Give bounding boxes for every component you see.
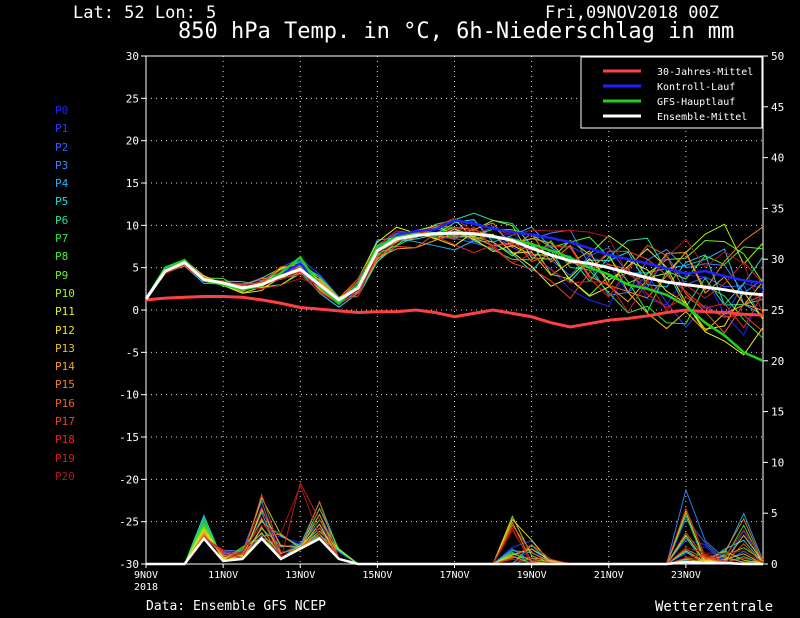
member-label-p12: P12 bbox=[55, 323, 75, 337]
ensemble-member-list: P0 P1 P2 P3 P4 P5 P6 P7 P8 P9 P10 P11 P12 P13 P14 P15 P1… bbox=[55, 102, 75, 486]
plot-frame bbox=[145, 55, 764, 565]
data-source-label: Data: Ensemble GFS NCEP bbox=[146, 599, 327, 614]
member-label-p6: P6 bbox=[55, 213, 69, 227]
right-tick-label: 10 bbox=[771, 456, 784, 469]
x-tick-label: 13NOV bbox=[285, 570, 315, 581]
x-tick-label: 23NOV bbox=[671, 570, 701, 581]
member-label-p18: P18 bbox=[55, 433, 75, 447]
member-line-p10 bbox=[145, 219, 764, 300]
left-tick-label: 0 bbox=[132, 304, 139, 317]
x-tick-label: 15NOV bbox=[362, 570, 392, 581]
right-tick-label: 15 bbox=[771, 406, 784, 419]
member-label-p4: P4 bbox=[55, 177, 69, 191]
left-tick-label: 20 bbox=[126, 135, 139, 148]
member-label-p16: P16 bbox=[55, 396, 75, 410]
right-tick-label: 50 bbox=[771, 50, 784, 63]
x-tick-label: 17NOV bbox=[439, 570, 469, 581]
right-tick-label: 0 bbox=[771, 558, 778, 571]
right-tick-label: 35 bbox=[771, 202, 784, 215]
run-date-label: Fri,09NOV2018 00Z bbox=[545, 3, 719, 23]
member-label-p5: P5 bbox=[55, 195, 69, 209]
right-tick-label: 20 bbox=[771, 355, 784, 368]
left-tick-label: 15 bbox=[126, 177, 139, 190]
left-tick-label: -20 bbox=[119, 473, 139, 486]
x-tick-label: 11NOV bbox=[208, 570, 238, 581]
precip-mean-line bbox=[146, 536, 763, 566]
member-label-p19: P19 bbox=[55, 451, 75, 465]
member-line-p19 bbox=[145, 217, 764, 313]
member-label-p14: P14 bbox=[55, 360, 75, 374]
series-line-climate bbox=[145, 294, 764, 329]
member-label-p7: P7 bbox=[55, 232, 69, 246]
grid bbox=[146, 56, 763, 564]
left-tick-label: -15 bbox=[119, 431, 139, 444]
member-label-p3: P3 bbox=[55, 158, 69, 172]
member-label-p10: P10 bbox=[55, 286, 75, 300]
location-label: Lat: 52 Lon: 5 bbox=[73, 3, 217, 23]
x-tick-label: 19NOV bbox=[517, 570, 547, 581]
right-tick-label: 25 bbox=[771, 304, 784, 317]
right-tick-label: 5 bbox=[771, 507, 778, 520]
left-tick-label: -25 bbox=[119, 516, 139, 529]
member-label-p1: P1 bbox=[55, 122, 69, 136]
left-tick-label: 5 bbox=[132, 262, 139, 275]
x-year-label: 2018 bbox=[134, 582, 158, 593]
left-tick-label: 10 bbox=[126, 219, 139, 232]
left-tick-label: 30 bbox=[126, 50, 139, 63]
member-label-p15: P15 bbox=[55, 378, 75, 392]
legend-label: 30-Jahres-Mittel bbox=[657, 67, 753, 78]
chart-title: 850 hPa Temp. in °C, 6h-Niederschlag in … bbox=[178, 19, 735, 44]
brand-label: Wetterzentrale bbox=[655, 599, 774, 615]
legend-label: GFS-Hauptlauf bbox=[657, 97, 735, 108]
legend: 30-Jahres-Mittel Kontroll-Lauf GFS-Hauptla… bbox=[580, 56, 763, 129]
member-label-p0: P0 bbox=[55, 104, 69, 117]
right-tick-label: 45 bbox=[771, 101, 784, 114]
series-line-mean bbox=[144, 231, 764, 302]
member-label-p20: P20 bbox=[55, 469, 75, 483]
temperature-series bbox=[144, 212, 764, 362]
legend-label: Ensemble-Mittel bbox=[657, 112, 747, 123]
right-tick-label: 40 bbox=[771, 152, 784, 165]
precipitation-series bbox=[146, 481, 764, 566]
member-label-p17: P17 bbox=[55, 415, 75, 429]
member-label-p13: P13 bbox=[55, 341, 75, 355]
axes: 302520151050-5-10-15-20-25-3050454035302… bbox=[119, 50, 784, 593]
x-tick-label: 9NOV bbox=[134, 570, 158, 581]
right-tick-label: 30 bbox=[771, 253, 784, 266]
member-label-p8: P8 bbox=[55, 250, 69, 264]
left-tick-label: -30 bbox=[119, 558, 139, 571]
member-label-p9: P9 bbox=[55, 268, 69, 282]
left-tick-label: 25 bbox=[126, 92, 139, 105]
legend-label: Kontroll-Lauf bbox=[657, 82, 735, 93]
left-tick-label: -5 bbox=[126, 346, 139, 359]
member-label-p2: P2 bbox=[55, 140, 69, 154]
x-tick-label: 21NOV bbox=[594, 570, 624, 581]
member-label-p11: P11 bbox=[55, 305, 75, 319]
left-tick-label: -10 bbox=[119, 389, 139, 402]
